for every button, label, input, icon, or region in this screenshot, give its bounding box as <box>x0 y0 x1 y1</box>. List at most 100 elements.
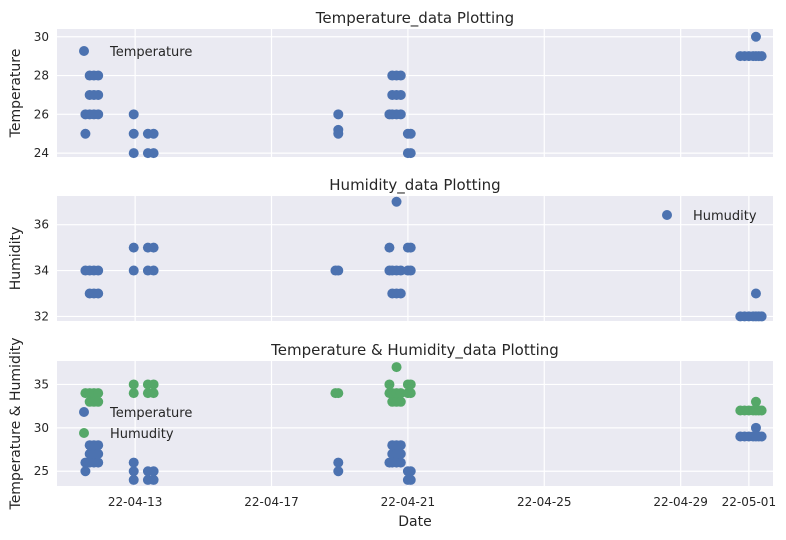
y-tick-label: 30 <box>34 30 49 44</box>
data-point <box>384 379 395 390</box>
panel-2: 32 34 36 Humidity_data Plotting Humidity Humu… <box>8 176 773 323</box>
data-point <box>93 265 104 276</box>
data-point <box>148 265 159 276</box>
y-tick-label: 24 <box>34 146 49 160</box>
data-point <box>405 148 416 159</box>
data-point <box>756 431 767 442</box>
legend-label: Temperature <box>109 45 192 60</box>
data-point <box>333 124 344 135</box>
data-point <box>148 242 159 253</box>
series-temperature <box>80 31 767 159</box>
data-point <box>148 379 159 390</box>
data-point <box>148 474 159 485</box>
legend-marker <box>662 210 672 220</box>
series-humudity <box>80 362 767 416</box>
data-point <box>750 31 761 42</box>
data-point <box>128 265 139 276</box>
data-point <box>405 265 416 276</box>
legend-marker <box>79 46 89 56</box>
data-point <box>330 265 341 276</box>
data-point <box>128 109 139 120</box>
data-point <box>93 89 104 100</box>
data-point <box>395 396 406 407</box>
data-point <box>395 448 406 459</box>
x-tick-label: 22-04-29 <box>653 495 707 509</box>
panel-1: 24 26 28 30 Temperature_data Plotting Tempera… <box>8 9 773 160</box>
legend: Temperature Humudity <box>79 406 192 442</box>
data-point <box>750 396 761 407</box>
data-point <box>80 128 91 139</box>
data-point <box>128 474 139 485</box>
data-point <box>93 70 104 81</box>
plot-area <box>57 361 773 486</box>
data-point <box>395 265 406 276</box>
x-tick-label: 22-04-17 <box>244 495 298 509</box>
data-point <box>405 128 416 139</box>
data-point <box>128 379 139 390</box>
plot-area <box>57 196 773 321</box>
y-tick-label: 30 <box>34 421 49 435</box>
data-point <box>391 362 402 373</box>
data-point <box>405 388 416 399</box>
data-point <box>148 388 159 399</box>
legend-marker <box>79 428 89 438</box>
y-axis-label: Temperature <box>8 49 24 139</box>
data-point <box>750 288 761 299</box>
data-point <box>395 288 406 299</box>
y-tick-label: 28 <box>34 69 49 83</box>
x-tick-label: 22-05-01 <box>722 495 776 509</box>
data-point <box>750 422 761 433</box>
y-tick-label: 25 <box>34 464 49 478</box>
data-point <box>148 148 159 159</box>
legend-label: Humudity <box>693 209 757 224</box>
data-point <box>93 388 104 399</box>
data-point <box>395 457 406 468</box>
y-axis-label: Temperature & Humidity <box>8 338 24 511</box>
panel-3: 25 30 35 Temperature & Humidity_data Plotti… <box>8 338 776 530</box>
data-point <box>395 440 406 451</box>
data-point <box>333 457 344 468</box>
data-point <box>148 128 159 139</box>
legend: Temperature <box>79 45 192 60</box>
data-point <box>128 242 139 253</box>
data-point <box>93 396 104 407</box>
legend-marker <box>79 407 89 417</box>
data-point <box>128 388 139 399</box>
data-point <box>395 89 406 100</box>
data-point <box>93 440 104 451</box>
data-point <box>405 466 416 477</box>
data-point <box>93 457 104 468</box>
series-temperature <box>80 422 767 485</box>
data-point <box>128 128 139 139</box>
legend: Humudity <box>662 209 757 224</box>
data-point <box>148 466 159 477</box>
data-point <box>391 196 402 207</box>
data-point <box>405 379 416 390</box>
data-point <box>333 466 344 477</box>
data-point <box>395 109 406 120</box>
data-point <box>330 388 341 399</box>
data-point <box>128 148 139 159</box>
data-point <box>128 466 139 477</box>
x-tick-label: 22-04-25 <box>517 495 571 509</box>
data-point <box>128 457 139 468</box>
data-point <box>395 388 406 399</box>
data-point <box>93 288 104 299</box>
y-tick-label: 26 <box>34 107 49 121</box>
data-point <box>384 242 395 253</box>
legend-label: Temperature <box>109 406 192 421</box>
y-tick-label: 36 <box>34 218 49 232</box>
data-point <box>395 70 406 81</box>
data-point <box>80 466 91 477</box>
y-tick-label: 35 <box>34 377 49 391</box>
data-point <box>93 448 104 459</box>
data-point <box>93 109 104 120</box>
legend-label: Humudity <box>110 427 174 442</box>
data-point <box>333 109 344 120</box>
chart-title: Humidity_data Plotting <box>329 176 500 195</box>
data-point <box>405 242 416 253</box>
x-tick-label: 22-04-13 <box>108 495 162 509</box>
data-point <box>756 405 767 416</box>
chart-title: Temperature_data Plotting <box>315 9 514 28</box>
